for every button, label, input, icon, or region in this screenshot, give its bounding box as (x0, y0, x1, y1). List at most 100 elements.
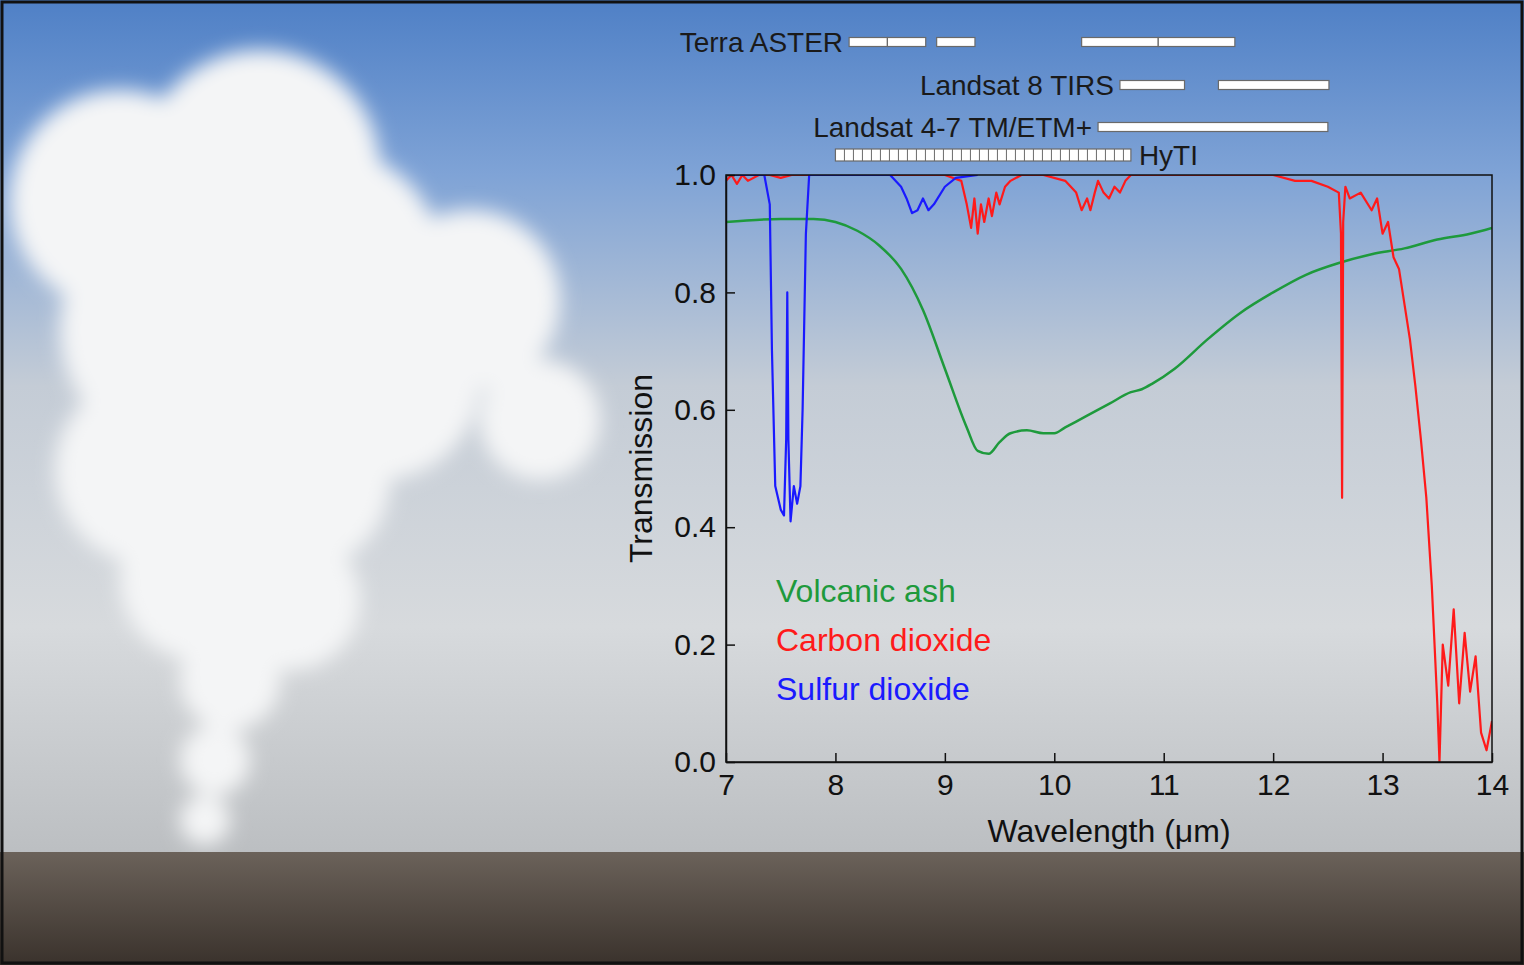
x-tick: 12 (1257, 753, 1290, 801)
band-cell-divider (925, 149, 926, 161)
x-tick: 13 (1366, 753, 1399, 801)
band-cell-divider (979, 149, 980, 161)
x-tick-label: 7 (718, 768, 735, 801)
band-cell-divider (1096, 149, 1097, 161)
band-cell-divider (1033, 149, 1034, 161)
series-line (726, 175, 1492, 762)
plume-puff (180, 630, 280, 730)
band-range (1082, 38, 1159, 47)
band-cell-divider (844, 149, 845, 161)
x-tick: 10 (1038, 753, 1071, 801)
legend-entry: Sulfur dioxide (776, 671, 970, 707)
band-cell-divider (1042, 149, 1043, 161)
band-cell-divider (1114, 149, 1115, 161)
x-tick-mark (1382, 753, 1384, 762)
band-cell-divider (1105, 149, 1106, 161)
x-tick-mark (835, 753, 837, 762)
y-tick-label: 0.4 (674, 510, 716, 543)
band-cell-divider (880, 149, 881, 161)
band-cell-divider (934, 149, 935, 161)
band-cell-divider (1024, 149, 1025, 161)
band-range (1120, 81, 1185, 90)
band-cell-divider (1069, 149, 1070, 161)
band-cell-divider (871, 149, 872, 161)
x-tick-label: 12 (1257, 768, 1290, 801)
x-axis-title: Wavelength (μm) (987, 813, 1230, 849)
y-axis-title: Transmission (623, 374, 659, 563)
plot-area (726, 175, 1492, 762)
x-tick: 9 (937, 753, 954, 801)
image-border (2, 2, 1522, 963)
instrument-bands: Terra ASTER Landsat 8 TIRS Landsat 4-7 TM/… (680, 27, 1329, 171)
band-range (1158, 38, 1235, 47)
y-tick-label: 0.8 (674, 276, 716, 309)
series-line (726, 175, 978, 521)
band-cell-divider (1051, 149, 1052, 161)
x-tick: 11 (1149, 753, 1180, 801)
y-tick-label: 0.2 (674, 628, 716, 661)
x-tick-label: 8 (828, 768, 845, 801)
x-tick-label: 11 (1149, 768, 1180, 801)
band-cell-divider (952, 149, 953, 161)
band-range (937, 38, 975, 47)
band-row: Landsat 8 TIRS (920, 70, 1329, 101)
band-row: Landsat 4-7 TM/ETM+ (813, 112, 1328, 143)
band-cell-divider (1087, 149, 1088, 161)
y-tick-label: 0.0 (674, 745, 716, 778)
plume-puff (180, 795, 230, 845)
band-row: HyTI (835, 140, 1198, 171)
band-cell-divider (907, 149, 908, 161)
band-row: Terra ASTER (680, 27, 1235, 58)
x-tick-label: 14 (1476, 768, 1509, 801)
band-range (849, 38, 887, 47)
x-tick-mark (945, 753, 947, 762)
band-label: Terra ASTER (680, 27, 843, 58)
x-tick-label: 10 (1038, 768, 1071, 801)
plume (10, 50, 600, 845)
band-cell-divider (1015, 149, 1016, 161)
plume-puff (180, 725, 250, 795)
band-label: HyTI (1139, 140, 1198, 171)
sky (0, 0, 1524, 965)
series-line (726, 219, 1492, 454)
y-tick-mark (726, 410, 735, 412)
band-cell-divider (1060, 149, 1061, 161)
background (0, 0, 1524, 965)
band-cell-divider (997, 149, 998, 161)
x-tick-label: 13 (1366, 768, 1399, 801)
band-cell-divider (1078, 149, 1079, 161)
band-cell-divider (916, 149, 917, 161)
band-label: Landsat 4-7 TM/ETM+ (813, 112, 1092, 143)
band-cell-divider (970, 149, 971, 161)
plot-frame (726, 175, 1492, 762)
x-tick-label: 9 (937, 768, 954, 801)
band-cell-divider (1006, 149, 1007, 161)
y-tick-mark (726, 527, 735, 529)
band-range (835, 149, 1130, 161)
x-tick-mark (1273, 753, 1275, 762)
x-axis: 7 8 9 10 11 12 13 14 (718, 753, 1509, 801)
x-tick-mark (1054, 753, 1056, 762)
band-cell-divider (988, 149, 989, 161)
band-cell-divider (898, 149, 899, 161)
band-cell-divider (943, 149, 944, 161)
band-cell-divider (961, 149, 962, 161)
band-range (1098, 123, 1328, 132)
band-range (1218, 81, 1329, 90)
y-tick-label: 0.6 (674, 393, 716, 426)
band-range (887, 38, 925, 47)
legend-entry: Carbon dioxide (776, 622, 991, 658)
chart-root: Terra ASTER Landsat 8 TIRS Landsat 4-7 TM/… (0, 0, 1524, 965)
band-cell-divider (889, 149, 890, 161)
y-tick-mark (726, 292, 735, 294)
legend-entry: Volcanic ash (776, 573, 956, 609)
legend: Volcanic ash Carbon dioxide Sulfur dioxide (776, 573, 991, 707)
plume-puff (480, 360, 600, 480)
x-tick-mark (1163, 753, 1165, 762)
y-tick-mark (726, 644, 735, 646)
band-label: Landsat 8 TIRS (920, 70, 1114, 101)
band-cell-divider (1123, 149, 1124, 161)
x-tick: 8 (828, 753, 845, 801)
band-cell-divider (853, 149, 854, 161)
y-tick-label: 1.0 (674, 158, 716, 191)
